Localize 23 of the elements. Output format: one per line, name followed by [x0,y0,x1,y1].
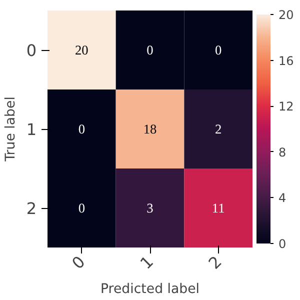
data-label: 18 [143,122,157,136]
data-label: 2 [215,122,222,136]
color-bar-label: 20 [278,8,294,22]
x-tick-label: 1 [136,252,158,273]
color-bar-label: 12 [278,100,294,114]
y-tick-label: 0 [26,41,37,60]
data-label: 11 [212,200,225,216]
data-label: 0 [78,122,86,136]
x-tick-label: 2 [204,252,226,273]
color-bar-label: 4 [278,191,286,206]
data-label: 20 [75,42,89,58]
y-axis-title: True label [3,96,18,162]
data-label: 0 [78,200,86,216]
x-tick-label: 0 [68,252,89,273]
y-tick-label: 2 [26,199,37,218]
data-label: 3 [146,200,154,216]
color-bar-label: 0 [278,237,286,251]
x-axis-title: Predicted label [100,282,200,298]
color-bar-label: 16 [278,54,294,68]
data-label: 0 [215,42,222,58]
color-bar-label: 8 [278,145,286,160]
y-tick-label: 1 [26,120,37,139]
data-label: 0 [146,42,154,58]
